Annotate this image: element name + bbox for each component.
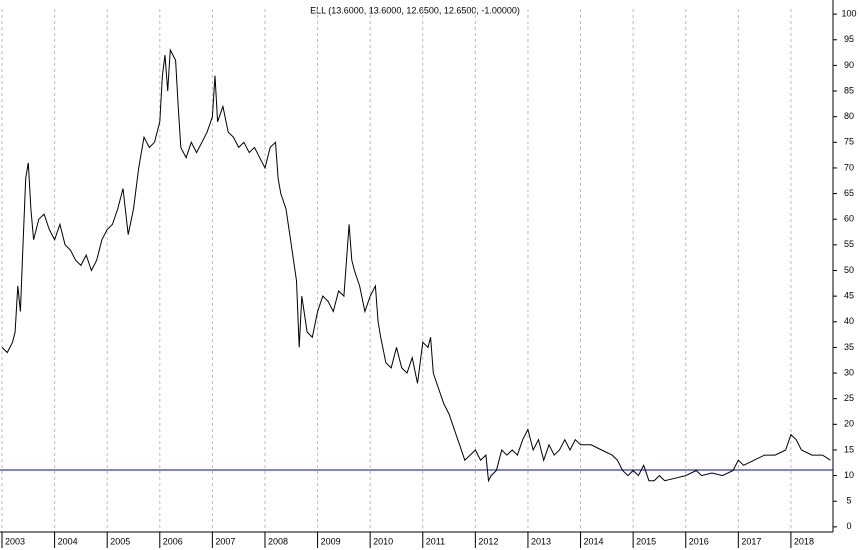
y-tick-label: 25 (844, 393, 854, 403)
y-tick-label: 95 (844, 34, 854, 44)
x-tick-label: 2005 (110, 536, 130, 546)
y-tick-label: 40 (844, 316, 854, 326)
x-tick-label: 2011 (426, 536, 445, 546)
y-tick-label: 70 (844, 162, 854, 172)
y-tick-label: 30 (844, 367, 854, 377)
y-tick-label: 50 (844, 265, 854, 275)
y-tick-label: 100 (841, 9, 856, 19)
y-tick-label: 10 (844, 470, 854, 480)
x-tick-label: 2016 (689, 536, 709, 546)
y-tick-label: 60 (844, 214, 854, 224)
y-tick-label: 90 (844, 60, 854, 70)
x-tick-label: 2014 (584, 536, 604, 546)
y-tick-label: 85 (844, 85, 854, 95)
chart-title: ELL (13.6000, 13.6000, 12.6500, 12.6500,… (310, 5, 520, 15)
x-tick-label: 2015 (636, 536, 656, 546)
y-tick-label: 0 (846, 521, 851, 531)
y-tick-label: 80 (844, 111, 854, 121)
y-tick-label: 75 (844, 137, 854, 147)
x-tick-label: 2004 (58, 536, 78, 546)
y-tick-label: 55 (844, 239, 854, 249)
y-tick-label: 5 (846, 496, 851, 506)
x-tick-label: 2008 (268, 536, 288, 546)
y-tick-label: 35 (844, 342, 854, 352)
y-tick-label: 15 (844, 444, 854, 454)
x-tick-label: 2010 (373, 536, 393, 546)
x-tick-label: 2013 (531, 536, 551, 546)
x-tick-label: 2003 (5, 536, 25, 546)
x-tick-label: 2009 (321, 536, 341, 546)
y-tick-label: 45 (844, 291, 854, 301)
y-tick-label: 20 (844, 419, 854, 429)
x-tick-label: 2007 (215, 536, 235, 546)
x-tick-label: 2012 (478, 536, 498, 546)
x-tick-label: 2006 (163, 536, 183, 546)
x-tick-label: 2017 (741, 536, 761, 546)
price-line (1, 48, 831, 483)
y-tick-label: 65 (844, 188, 854, 198)
x-tick-label: 2018 (794, 536, 814, 546)
